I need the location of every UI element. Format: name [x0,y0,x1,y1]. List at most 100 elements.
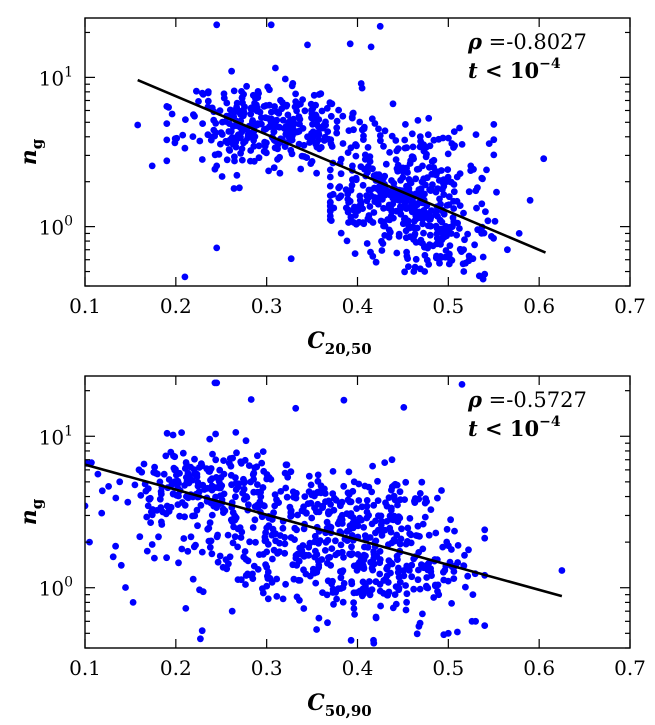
data-point [323,591,331,599]
data-point [88,459,95,466]
data-point [366,203,374,210]
data-point [257,493,265,501]
data-point [443,538,451,546]
data-point [340,396,348,404]
data-point [395,194,403,201]
data-point [253,106,260,114]
data-point [169,490,177,498]
data-point [178,429,186,436]
data-point [378,532,386,539]
data-point [236,184,243,192]
data-point [419,610,426,618]
data-point [219,563,227,571]
data-point [105,483,112,490]
data-point [426,241,433,249]
t-annotation: t < 10−4 [468,56,561,83]
data-point [425,164,433,171]
data-point [197,501,205,509]
data-point [358,84,366,92]
data-point [250,562,258,570]
data-point [345,219,352,226]
y-axis-label-sub: g [28,138,46,149]
data-point [218,173,226,180]
data-point [199,481,207,489]
data-point [213,379,221,387]
data-point [481,622,489,629]
y-tick-exponent: 0 [64,575,73,591]
data-point [229,539,237,547]
data-point [394,161,402,169]
data-point [315,614,323,622]
data-point [148,162,156,170]
data-point [478,174,486,182]
data-point [171,466,179,474]
y-axis-label-main: n [16,509,42,525]
data-point [247,396,255,403]
data-point [224,531,232,539]
data-point [439,543,447,551]
data-point [232,429,240,436]
data-point [228,134,236,142]
data-point [368,115,376,123]
data-point [277,488,285,495]
data-point [450,568,458,575]
data-point [339,598,347,606]
data-point [382,160,390,168]
data-point [392,600,400,608]
data-point [122,584,129,591]
data-point [348,550,356,557]
data-point [254,452,261,460]
data-point [213,162,221,170]
data-point [274,156,281,163]
data-point [386,559,394,566]
data-point [380,142,387,150]
data-point [182,116,189,123]
data-point [447,516,454,524]
data-point [481,526,489,534]
data-point [389,200,397,208]
data-point [389,100,397,108]
data-point [255,154,263,162]
data-point [422,153,430,161]
data-point [337,192,345,200]
data-point [408,573,416,581]
y-tick-label: 101 [39,64,73,90]
data-point [323,518,331,526]
data-point [478,200,486,208]
data-point [313,551,321,558]
data-point [410,268,418,275]
data-point [488,233,495,240]
y-tick-base: 10 [39,425,64,449]
data-point [367,558,374,566]
data-point [287,136,295,144]
data-point [458,248,465,256]
x-axis-label: C50,90 [307,690,372,720]
data-point [252,538,259,546]
data-point [165,476,173,483]
data-point [327,112,335,120]
data-point [306,539,314,547]
data-point [281,540,289,548]
data-point [335,184,342,192]
data-point [160,470,168,478]
data-point [447,178,455,186]
data-point [179,131,187,139]
data-point [378,247,386,254]
data-point [298,507,306,515]
data-point [368,564,376,572]
data-point [264,595,272,603]
data-point [281,549,289,557]
data-point [271,502,279,510]
data-point [214,531,222,539]
data-point [446,250,453,258]
data-point [272,64,279,72]
data-points [85,379,566,647]
data-point [350,478,358,486]
data-point [291,120,298,128]
data-point [270,509,277,517]
data-point [327,217,335,225]
data-point [481,270,489,278]
data-point [219,118,226,126]
data-point [282,484,290,492]
data-point [242,581,249,588]
